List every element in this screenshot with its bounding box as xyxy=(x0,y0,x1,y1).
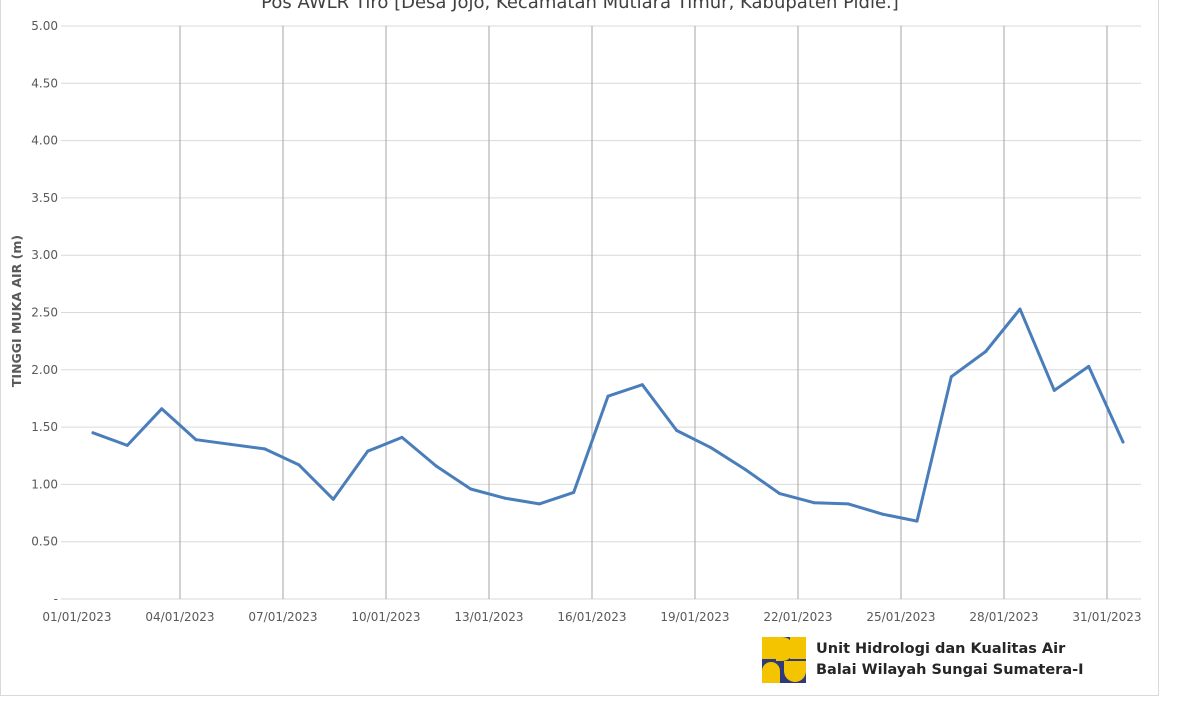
data-point xyxy=(297,463,301,467)
data-point xyxy=(812,501,816,505)
x-axis-ticks: 01/01/2023 04/01/2023 07/01/2023 10/01/2023… xyxy=(42,610,1141,624)
data-point xyxy=(503,496,507,500)
chart-title: Pos AWLR Tiro [Desa Jojo, Kecamatan Muti… xyxy=(261,0,899,13)
x-tick-label: 07/01/2023 xyxy=(248,610,317,624)
data-point xyxy=(640,383,644,387)
data-point xyxy=(1052,388,1056,392)
data-point xyxy=(881,512,885,516)
y-tick-label: 1.00 xyxy=(31,477,58,491)
data-point xyxy=(743,468,747,471)
data-point xyxy=(194,438,198,442)
y-tick-label: - xyxy=(54,592,58,606)
data-point xyxy=(1018,307,1022,311)
pupr-logo xyxy=(762,637,806,683)
data-point xyxy=(263,447,267,451)
data-point xyxy=(434,464,438,468)
agency-line-1: Unit Hidrologi dan Kualitas Air xyxy=(816,641,1066,657)
data-point xyxy=(160,407,164,411)
gridlines xyxy=(61,25,1141,600)
data-point xyxy=(709,446,713,450)
data-point xyxy=(400,435,404,439)
x-tick-label: 22/01/2023 xyxy=(763,610,832,624)
data-point xyxy=(228,442,232,446)
data-point xyxy=(606,394,610,398)
y-tick-label: 4.50 xyxy=(31,76,58,90)
x-tick-label: 31/01/2023 xyxy=(1072,610,1141,624)
data-point xyxy=(846,502,850,506)
data-point xyxy=(572,490,576,494)
y-tick-label: 2.00 xyxy=(31,363,58,377)
data-point xyxy=(984,350,988,353)
data-point xyxy=(125,443,129,447)
x-tick-label: 28/01/2023 xyxy=(969,610,1038,624)
y-tick-label: 2.50 xyxy=(31,306,58,320)
agency-name: Unit Hidrologi dan Kualitas Air Balai Wi… xyxy=(816,639,1084,681)
data-point xyxy=(915,519,919,523)
series-water-level xyxy=(91,307,1125,523)
y-tick-label: 0.50 xyxy=(31,535,58,549)
agency-line-2: Balai Wilayah Sungai Sumatera-I xyxy=(816,662,1084,678)
x-tick-label: 19/01/2023 xyxy=(660,610,729,624)
y-tick-label: 3.50 xyxy=(31,191,58,205)
y-axis-ticks: - 0.50 1.00 1.50 2.00 2.50 3.00 3.50 4.00 4.50 5.0… xyxy=(31,19,58,606)
data-point xyxy=(91,431,95,435)
y-tick-label: 1.50 xyxy=(31,420,58,434)
data-point xyxy=(778,492,782,496)
y-tick-label: 3.00 xyxy=(31,248,58,262)
data-point xyxy=(1121,440,1125,444)
x-tick-label: 04/01/2023 xyxy=(145,610,214,624)
series-line xyxy=(91,307,1125,523)
data-point xyxy=(949,375,953,379)
y-tick-label: 4.00 xyxy=(31,134,58,148)
data-point xyxy=(331,497,335,501)
data-point xyxy=(1087,364,1091,368)
x-tick-label: 13/01/2023 xyxy=(454,610,523,624)
x-tick-label: 01/01/2023 xyxy=(42,610,111,624)
data-point xyxy=(366,449,370,453)
x-tick-label: 16/01/2023 xyxy=(557,610,626,624)
y-tick-label: 5.00 xyxy=(31,19,58,33)
pupr-logo-icon xyxy=(762,637,806,683)
data-point xyxy=(675,429,679,432)
y-axis-label: TINGGI MUKA AIR (m) xyxy=(9,235,24,387)
x-tick-label: 25/01/2023 xyxy=(866,610,935,624)
data-point xyxy=(537,502,541,506)
chart-frame xyxy=(0,0,1159,696)
x-tick-label: 10/01/2023 xyxy=(351,610,420,624)
data-point xyxy=(469,487,473,491)
